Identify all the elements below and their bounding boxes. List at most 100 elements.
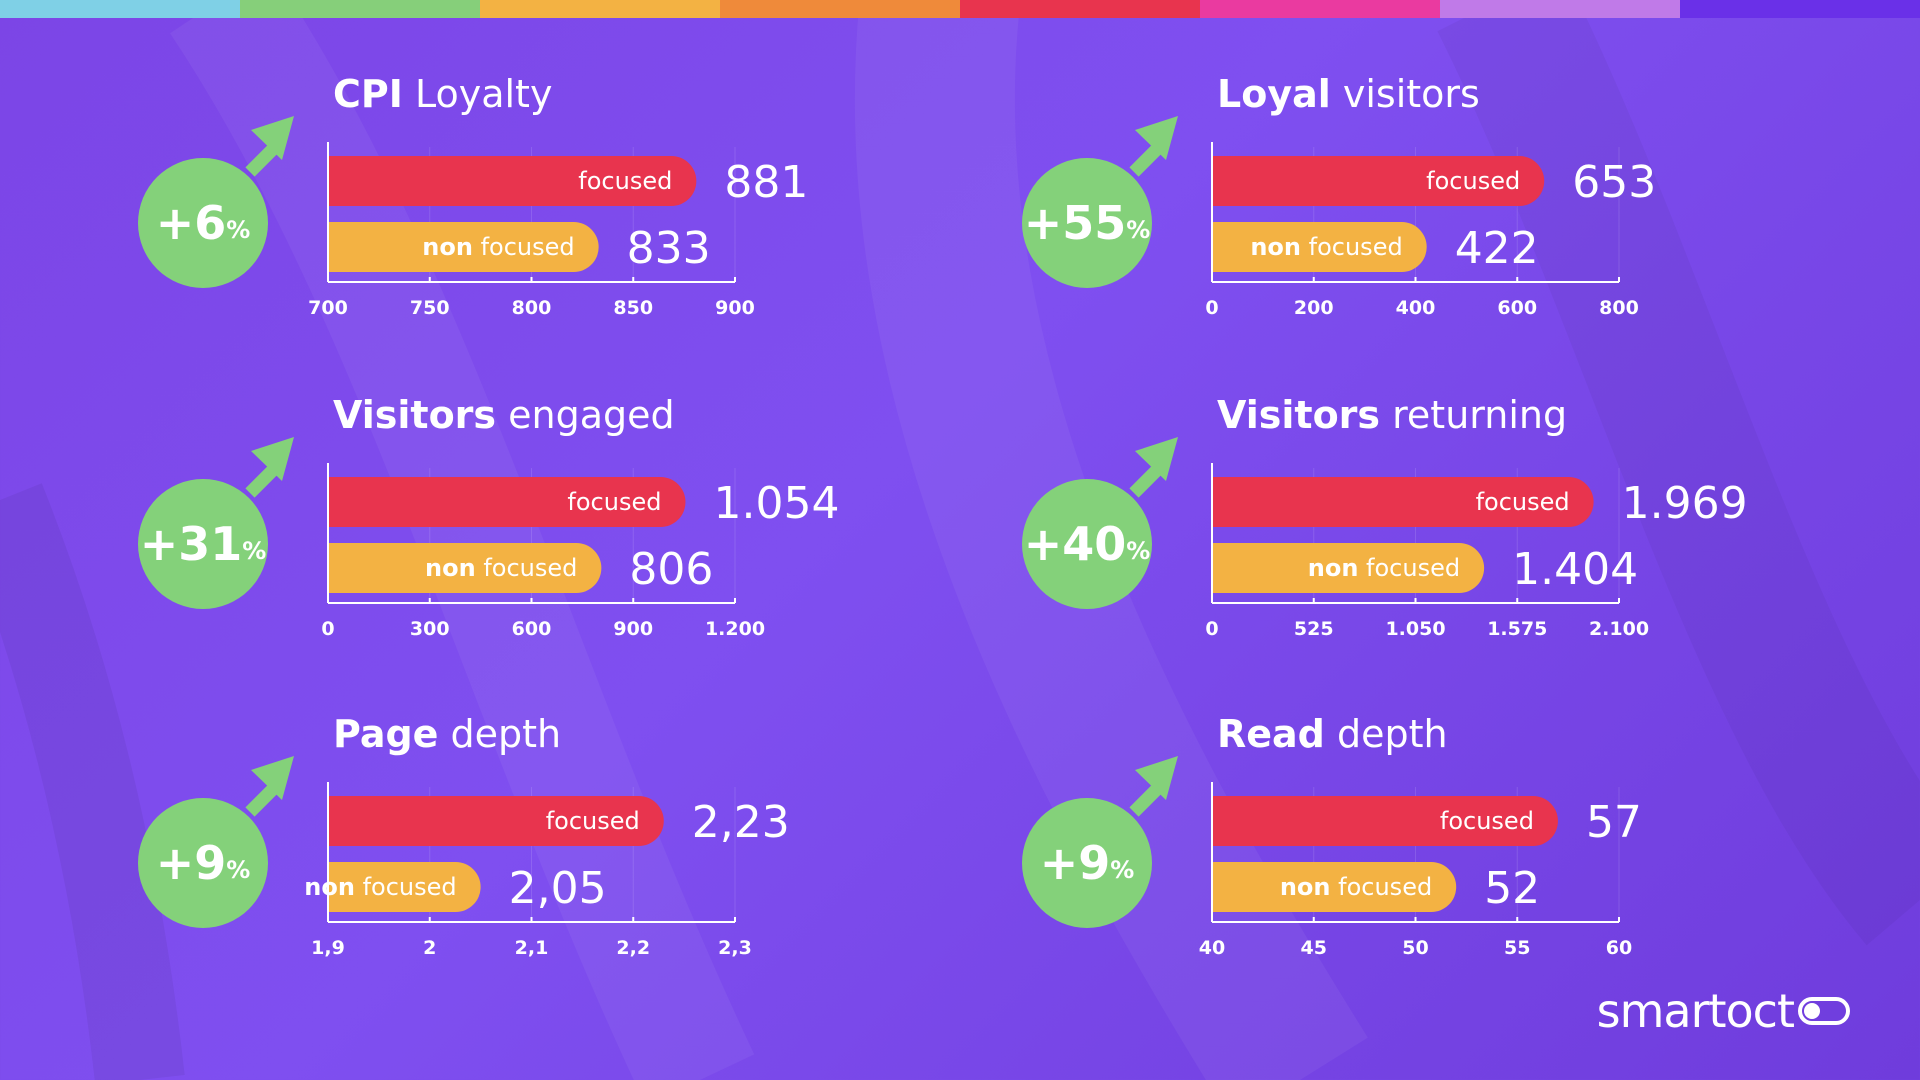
x-tick-label: 600 [1497,297,1537,319]
growth-badge: +9% [1022,798,1152,928]
toggle-icon [1798,997,1850,1025]
bar-series-label: non focused [304,873,456,901]
bar-focused [1212,477,1594,527]
color-stripe-segment [0,0,240,18]
bar-chart: focused 57 non focused 52 40 45 50 55 60 [1129,756,1642,959]
bar-series-label: non focused [1280,873,1432,901]
x-tick-label: 800 [512,297,552,319]
bar-base [1212,156,1242,206]
growth-value: +40 [1023,517,1127,571]
bar-series-label: focused [567,488,661,516]
arrow-up-right-icon [1129,116,1178,177]
x-tick-label: 300 [410,618,450,640]
bar-value-label: 57 [1586,797,1642,848]
growth-badge: +6% [138,158,268,288]
bar-base [328,222,358,272]
chart-title-rest: returning [1380,393,1568,437]
x-tick-label: 2,2 [616,937,650,959]
bar-chart: focused 1.969 non focused 1.404 0 525 1.050 1.5… [1129,437,1748,640]
chart-title: Page depth [333,712,561,756]
logo-text: smartoct [1596,984,1795,1038]
growth-value: +9 [155,836,227,890]
bar-series-label: focused [1440,807,1534,835]
growth-value: +6 [155,196,227,250]
chart-title: Read depth [1217,712,1448,756]
bar-value-label: 2,05 [509,863,607,914]
bar-value-label: 422 [1455,223,1539,274]
bar-focused [328,156,697,206]
arrow-up-right-icon [245,437,294,498]
color-stripe-segment [480,0,720,18]
bar-base [328,477,358,527]
bar-base [328,862,358,912]
bar-base [1212,477,1242,527]
smartocto-logo: smartoct [1597,984,1850,1038]
x-tick-label: 60 [1606,937,1632,959]
bar-base [328,796,358,846]
growth-value: +31 [139,517,243,571]
bar-value-label: 806 [629,544,713,595]
color-stripe-segment [1680,0,1920,18]
color-stripe-segment [1440,0,1680,18]
growth-badge: +9% [138,798,268,928]
chart-panel: focused 1.969 non focused 1.404 0 525 1.050 1.5… [1022,393,1920,693]
bar-value-label: 1.054 [713,478,839,529]
bar-series-label: non focused [1308,554,1460,582]
x-tick-label: 50 [1402,937,1428,959]
x-tick-label: 800 [1599,297,1639,319]
bar-base [1212,862,1242,912]
x-tick-label: 2,1 [515,937,549,959]
chart-title-bold: Loyal [1217,72,1331,116]
bar-series-label: non focused [422,233,574,261]
bar-series-label: non focused [425,554,577,582]
x-tick-label: 1.050 [1385,618,1445,640]
x-tick-label: 1.575 [1487,618,1547,640]
chart-title-bold: Read [1217,712,1325,756]
x-tick-label: 200 [1294,297,1334,319]
chart-title-bold: Visitors [1217,393,1381,437]
bar-non-focused [328,222,599,272]
bar-non-focused [1212,543,1485,593]
bar-series-label: focused [1476,488,1570,516]
bar-chart: focused 881 non focused 833 700 750 800 850 900 [245,116,808,319]
chart-title: CPI Loyalty [333,72,552,116]
chart-panel: focused 2,23 non focused 2,05 1,9 2 2,1 2,2 2,3 P… [138,712,1038,1012]
growth-badge: +40% [1022,479,1152,609]
growth-value: +55 [1023,196,1127,250]
bar-non-focused [328,862,481,912]
x-tick-label: 900 [613,618,653,640]
growth-unit: % [1126,216,1151,244]
chart-panel: focused 881 non focused 833 700 750 800 850 900 C… [138,72,1038,372]
chart-title-rest: depth [438,712,562,756]
bar-value-label: 833 [627,223,711,274]
bar-series-label: focused [1426,167,1520,195]
x-tick-label: 2,3 [718,937,752,959]
bar-chart: focused 653 non focused 422 0 200 400 600 800 [1129,116,1656,319]
x-tick-label: 600 [512,618,552,640]
arrow-up-right-icon [1129,437,1178,498]
x-tick-label: 400 [1396,297,1436,319]
growth-value: +9 [1039,836,1111,890]
growth-unit: % [1110,856,1135,884]
x-tick-label: 0 [321,618,334,640]
chart-title: Visitors returning [1217,393,1567,437]
bar-focused [328,796,664,846]
bar-chart: focused 1.054 non focused 806 0 300 600 900 1.20… [245,437,839,640]
x-tick-label: 850 [613,297,653,319]
bar-chart: focused 2,23 non focused 2,05 1,9 2 2,1 2,2 2,3 [245,756,790,959]
bar-non-focused [1212,862,1457,912]
bar-non-focused [328,543,602,593]
bar-base [328,543,358,593]
bar-series-label: focused [578,167,672,195]
bar-focused [1212,156,1545,206]
x-tick-label: 1.200 [705,618,765,640]
chart-title-rest: visitors [1330,72,1480,116]
x-tick-label: 45 [1301,937,1327,959]
color-stripe-segment [1200,0,1440,18]
chart-title-bold: CPI [333,72,403,116]
x-tick-label: 525 [1294,618,1334,640]
chart-title-bold: Page [333,712,439,756]
x-tick-label: 2.100 [1589,618,1649,640]
x-tick-label: 750 [410,297,450,319]
bar-non-focused [1212,222,1427,272]
